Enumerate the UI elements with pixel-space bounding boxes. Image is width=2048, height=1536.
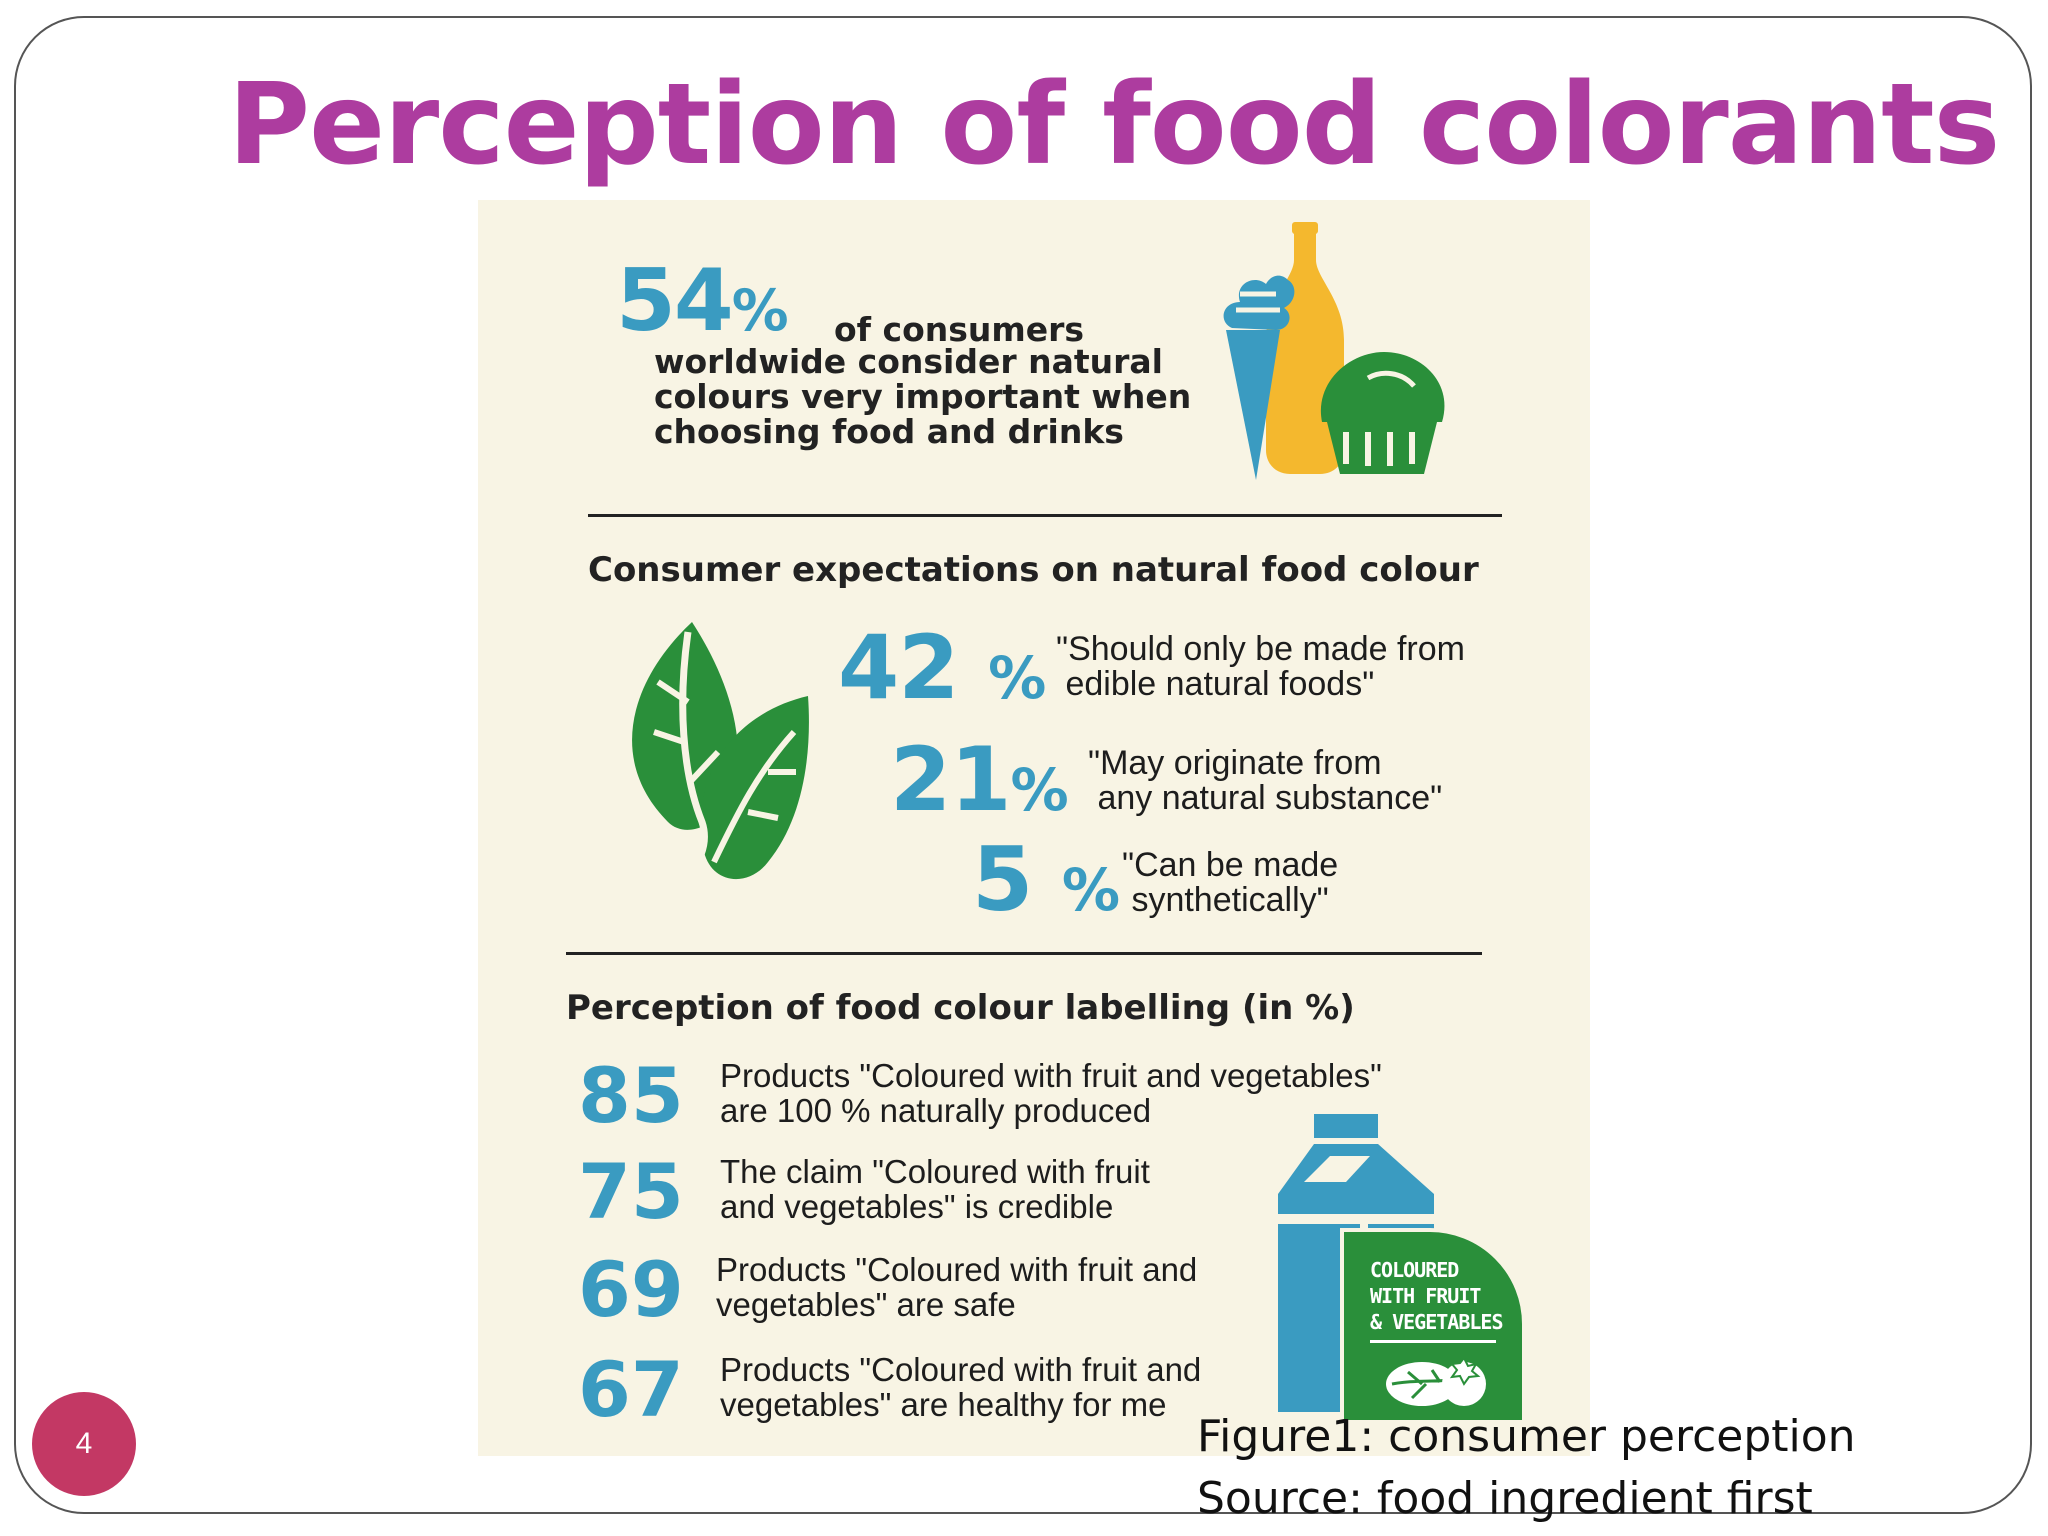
intro-percent: 54% bbox=[616, 258, 789, 344]
labelling-text-1: Products "Coloured with fruit and vegeta… bbox=[720, 1057, 1382, 1129]
expectation-sign-1: % bbox=[988, 644, 1046, 712]
leaf-tomato-icon bbox=[1386, 1356, 1486, 1406]
intro-text-rest: worldwide consider natural colours very … bbox=[654, 342, 1192, 451]
labelling-heading: Perception of food colour labelling (in … bbox=[566, 988, 1355, 1028]
labelling-text-2: The claim "Coloured with fruit and veget… bbox=[720, 1153, 1150, 1225]
food-drinks-icon bbox=[1223, 222, 1445, 480]
labelling-value-3: 69 bbox=[578, 1245, 684, 1334]
labelling-value-4: 67 bbox=[578, 1345, 684, 1434]
expectation-text-1: "Should only be made from edible natural… bbox=[1056, 630, 1465, 703]
caption-line1: Figure1: consumer perception bbox=[1197, 1411, 1856, 1462]
coloured-with-fruit-badge: COLOURED WITH FRUIT & VEGETABLES bbox=[1340, 1228, 1526, 1424]
expectations-heading: Consumer expectations on natural food co… bbox=[588, 550, 1479, 590]
intro-text-line1: of consumers bbox=[834, 310, 1085, 349]
labelling-value-2: 75 bbox=[578, 1147, 684, 1236]
expectation-sign-3: % bbox=[1061, 856, 1120, 924]
figure-caption: Figure1: consumer perception Source: foo… bbox=[1197, 1406, 1856, 1530]
intro-percent-value: 54 bbox=[616, 251, 734, 351]
badge-line-2: WITH FRUIT bbox=[1370, 1284, 1481, 1308]
labelling-text-3: Products "Coloured with fruit and vegeta… bbox=[716, 1251, 1198, 1323]
expectation-percent-1: 42 % bbox=[838, 624, 1046, 712]
expectation-value-2: 21 bbox=[890, 728, 1011, 831]
badge-line-1: COLOURED bbox=[1370, 1258, 1459, 1282]
intro-percent-sign: % bbox=[731, 278, 789, 344]
expectation-text-2: "May originate from any natural substanc… bbox=[1088, 744, 1443, 817]
page-number-badge: 4 bbox=[32, 1392, 136, 1496]
section-divider bbox=[566, 952, 1482, 955]
expectation-sign-2: % bbox=[1010, 756, 1068, 824]
expectation-value-3: 5 bbox=[972, 828, 1033, 931]
labelling-value-1: 85 bbox=[578, 1051, 684, 1140]
caption-line2: Source: food ingredient first bbox=[1197, 1473, 1813, 1524]
badge-line-3: & VEGETABLES bbox=[1370, 1310, 1503, 1334]
infographic: 54% of consumers worldwide consider natu… bbox=[478, 200, 1590, 1456]
leaves-icon bbox=[632, 622, 809, 912]
labelling-text-4: Products "Coloured with fruit and vegeta… bbox=[720, 1351, 1202, 1423]
badge-divider bbox=[1370, 1340, 1496, 1343]
slide-title: Perception of food colorants bbox=[228, 60, 2000, 190]
section-divider bbox=[588, 514, 1502, 517]
expectation-text-3: "Can be made synthetically" bbox=[1122, 846, 1339, 919]
expectation-value-1: 42 bbox=[838, 616, 959, 719]
expectation-percent-3: 5 % bbox=[972, 836, 1120, 924]
expectation-percent-2: 21% bbox=[890, 736, 1069, 824]
